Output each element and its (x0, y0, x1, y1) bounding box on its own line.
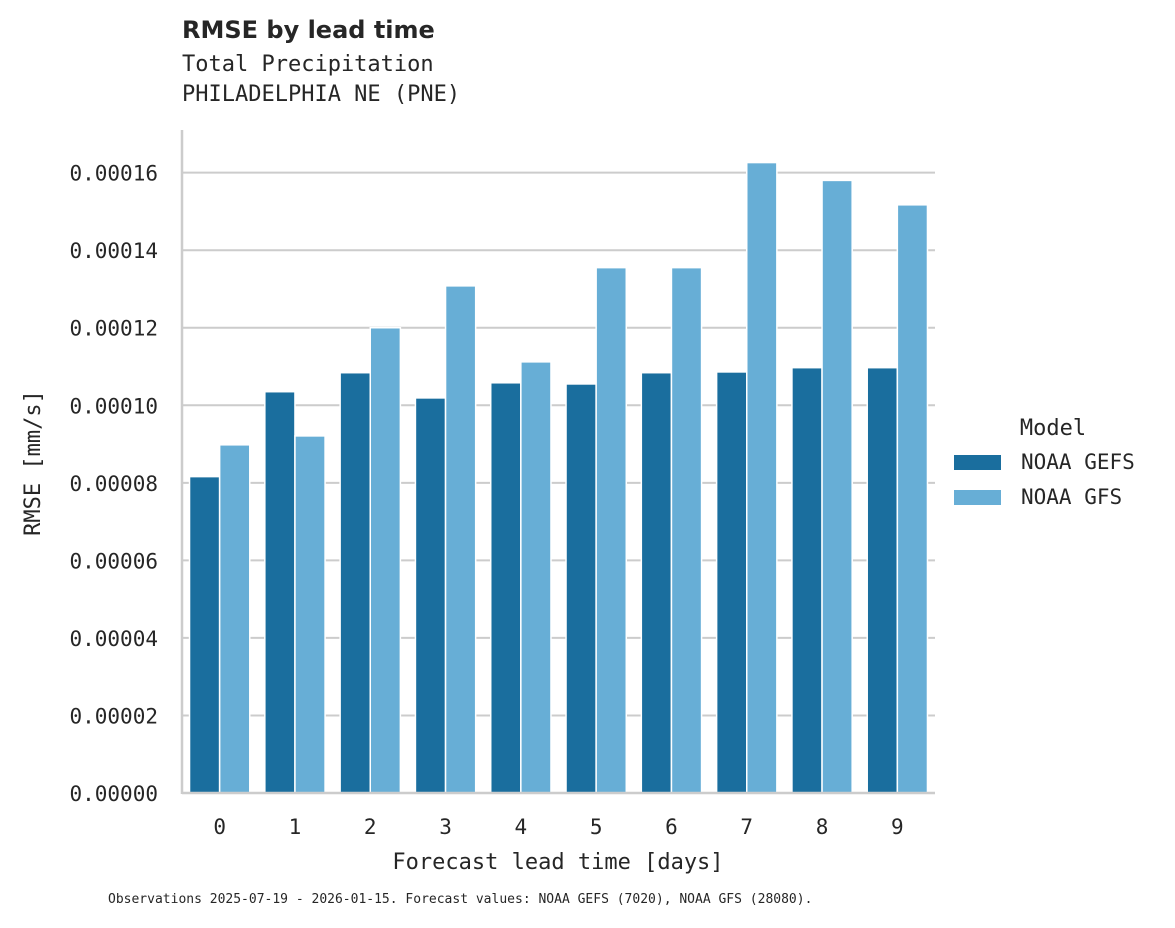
x-tick-label: 3 (439, 815, 452, 839)
x-tick-label: 8 (816, 815, 829, 839)
legend-label: NOAA GEFS (1021, 450, 1135, 474)
x-tick-label: 9 (891, 815, 904, 839)
y-tick-label: 0.00000 (69, 782, 158, 806)
y-tick-label: 0.00004 (69, 627, 158, 651)
y-axis-label: RMSE [mm/s] (21, 390, 46, 536)
y-tick-label: 0.00012 (69, 317, 158, 341)
x-tick-label: 7 (740, 815, 753, 839)
bar-noaa-gfs-1 (294, 435, 326, 794)
legend-swatch (954, 455, 1001, 470)
bar-noaa-gfs-0 (218, 444, 251, 794)
y-tick-label: 0.00002 (69, 704, 158, 728)
footnote: Observations 2025-07-19 - 2026-01-15. Fo… (108, 892, 813, 907)
bar-noaa-gefs-3 (414, 397, 447, 794)
x-tick-label: 0 (213, 815, 226, 839)
axes (180, 130, 935, 795)
bar-noaa-gfs-9 (896, 204, 929, 794)
legend: Model NOAA GEFS NOAA GFS (954, 416, 1135, 509)
bar-noaa-gfs-8 (821, 179, 853, 794)
chart-subtitle-variable: Total Precipitation (182, 52, 434, 77)
bar-noaa-gefs-2 (339, 371, 372, 794)
y-tick-label: 0.00014 (69, 239, 158, 263)
x-axis-label: Forecast lead time [days] (392, 850, 723, 875)
bar-noaa-gfs-7 (746, 161, 778, 794)
bar-noaa-gfs-3 (444, 285, 477, 794)
chart-subtitle-station: PHILADELPHIA NE (PNE) (182, 82, 461, 107)
y-axis-ticks: 0.00000 0.00002 0.00004 0.00006 0.00008 0.000… (69, 162, 158, 806)
bar-noaa-gefs-4 (489, 382, 522, 794)
bar-noaa-gfs-4 (520, 361, 552, 794)
y-tick-label: 0.00008 (69, 472, 158, 496)
chart-title: RMSE by lead time (182, 16, 435, 44)
bar-noaa-gefs-0 (188, 475, 221, 794)
x-tick-label: 5 (590, 815, 603, 839)
y-tick-label: 0.00016 (69, 162, 158, 186)
x-tick-label: 1 (289, 815, 302, 839)
bar-noaa-gefs-8 (791, 366, 823, 794)
x-tick-label: 4 (515, 815, 528, 839)
x-tick-label: 2 (364, 815, 377, 839)
y-tick-label: 0.00006 (69, 549, 158, 573)
bar-noaa-gefs-9 (866, 366, 899, 794)
y-tick-label: 0.00010 (69, 394, 158, 418)
legend-title: Model (1020, 416, 1086, 441)
x-axis-ticks: 0 1 2 3 4 5 6 7 8 9 (213, 815, 903, 839)
bar-noaa-gfs-2 (369, 326, 402, 794)
bars (188, 161, 929, 794)
legend-label: NOAA GFS (1021, 485, 1122, 509)
bar-noaa-gefs-5 (565, 383, 597, 794)
bar-noaa-gfs-6 (670, 266, 703, 794)
bar-noaa-gfs-5 (595, 266, 628, 794)
bar-noaa-gefs-6 (640, 371, 673, 794)
x-tick-label: 6 (665, 815, 678, 839)
bar-noaa-gefs-7 (715, 371, 748, 794)
bar-noaa-gefs-1 (264, 390, 296, 794)
legend-swatch (954, 490, 1001, 505)
